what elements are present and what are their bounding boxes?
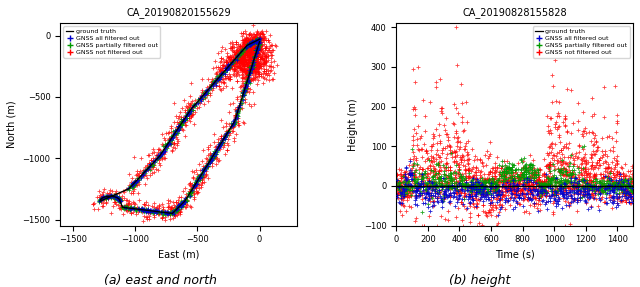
Legend: ground truth, GNSS all filtered out, GNSS partially filtered out, GNSS not filte: ground truth, GNSS all filtered out, GNS… bbox=[63, 26, 161, 58]
Text: (a) east and north: (a) east and north bbox=[104, 274, 216, 287]
Text: (b) height: (b) height bbox=[449, 274, 511, 287]
Y-axis label: North (m): North (m) bbox=[7, 101, 17, 148]
Title: CA_20190820155629: CA_20190820155629 bbox=[126, 7, 231, 18]
Y-axis label: Height (m): Height (m) bbox=[348, 98, 358, 151]
X-axis label: Time (s): Time (s) bbox=[495, 250, 534, 260]
Title: CA_20190828155828: CA_20190828155828 bbox=[462, 7, 567, 18]
X-axis label: East (m): East (m) bbox=[158, 250, 199, 260]
Legend: ground truth, GNSS all filtered out, GNSS partially filtered out, GNSS not filte: ground truth, GNSS all filtered out, GNS… bbox=[533, 26, 630, 58]
